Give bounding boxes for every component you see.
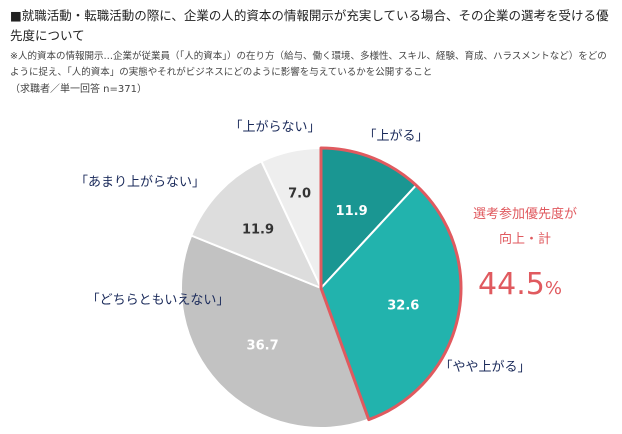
category-label-3: 「どちらともいえない」 [87,293,230,308]
pie-slice-4 [189,159,323,290]
value-label-2: 32.6 [387,299,419,314]
summary-label-line2: 向上・計 [499,231,551,247]
definition-note: ※人的資本の情報開示…企業が従業員（「人的資本」）の在り方（給与、働く環境、多様… [10,51,607,78]
pie-labels: 11.9 「上がる」 32.6 「やや上がる」 36.7 「どちらともいえない」 11.9 「… [75,120,531,375]
category-label-2: 「やや上がる」 [439,360,530,375]
value-label-1: 11.9 [336,204,368,219]
summary-label-line1: 選考参加優先度が [473,206,577,222]
summary-value-unit: % [545,278,562,299]
chart-title: ■就職活動・転職活動の際に、企業の人的資本の情報開示が充実している場合、その企業… [10,8,609,43]
category-label-4: 「あまり上がらない」 [75,175,205,190]
header: ■就職活動・転職活動の際に、企業の人的資本の情報開示が充実している場合、その企業… [10,6,615,98]
value-label-3: 36.7 [247,338,279,353]
value-label-4: 11.9 [242,222,274,237]
summary-value-number: 44.5 [478,267,545,302]
category-label-5: 「上がらない」 [229,120,320,135]
value-label-5: 7.0 [288,186,311,201]
pie-slice-3 [180,234,371,429]
summary-value: 44.5% [478,267,562,302]
sample-info: （求職者／単一回答 n=371） [10,84,147,95]
highlight-outline [319,146,463,422]
pie-slices [180,146,463,429]
category-label-1: 「上がる」 [363,129,428,144]
